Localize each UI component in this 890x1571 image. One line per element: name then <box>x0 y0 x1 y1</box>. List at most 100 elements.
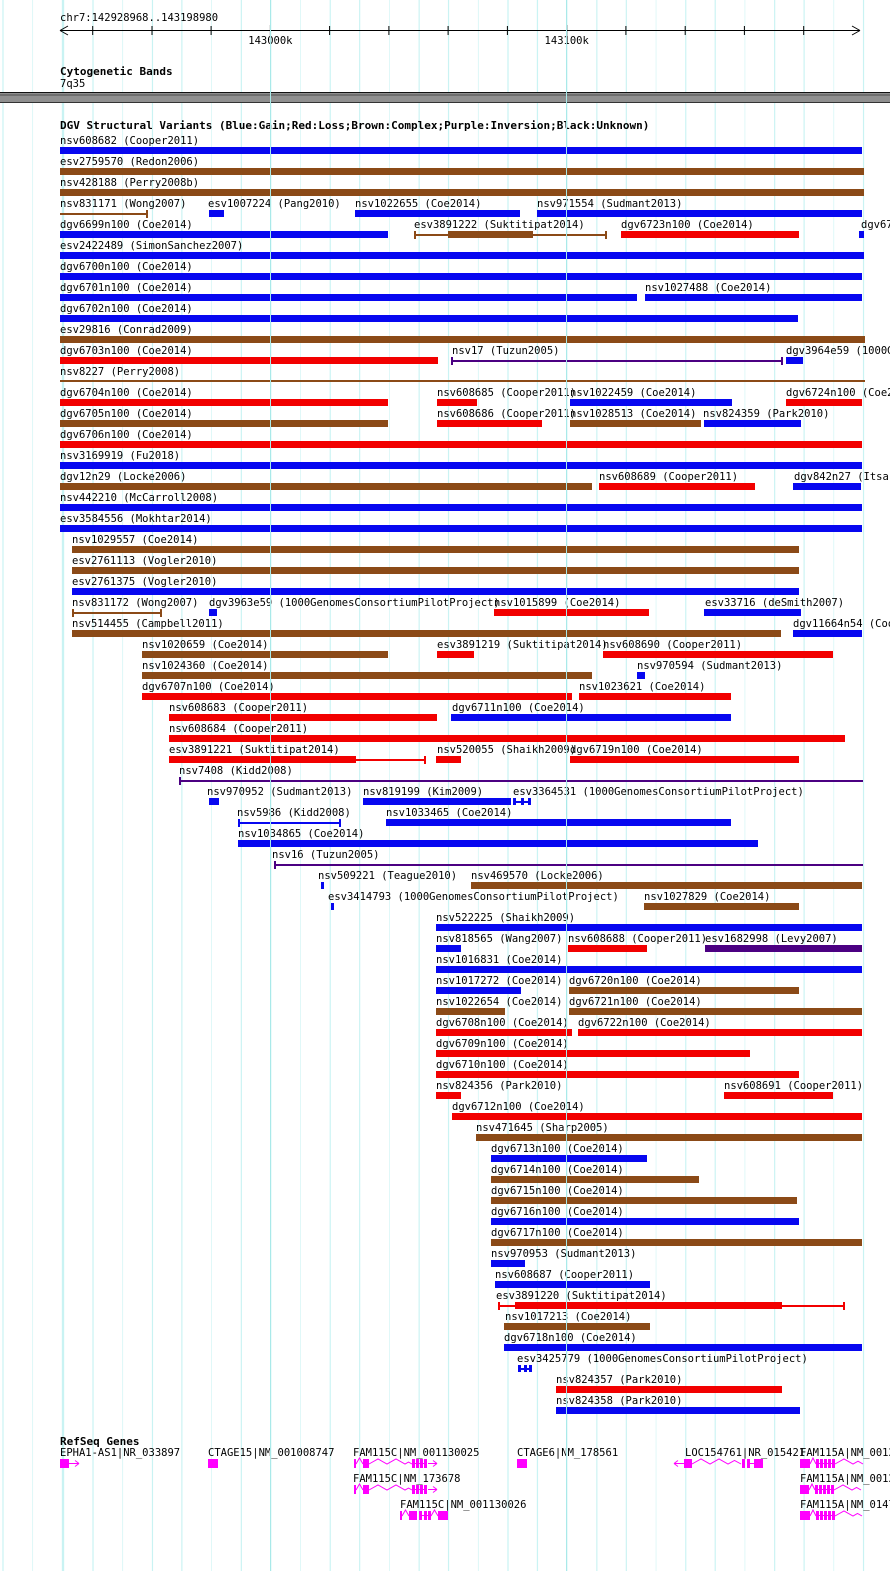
variant-bar[interactable] <box>436 945 461 953</box>
gene-glyph[interactable] <box>400 1509 448 1520</box>
variant-bar[interactable] <box>355 210 520 218</box>
variant-bar[interactable] <box>498 1302 845 1310</box>
variant-bar[interactable] <box>209 609 217 617</box>
gene-glyph[interactable] <box>208 1459 218 1468</box>
variant-bar[interactable] <box>599 483 755 491</box>
variant-bar[interactable] <box>644 903 799 911</box>
variant-bar[interactable] <box>569 1008 862 1016</box>
variant-bar[interactable] <box>570 399 732 407</box>
variant-bar[interactable] <box>491 1218 799 1226</box>
variant-bar[interactable] <box>209 798 219 806</box>
variant-bar[interactable] <box>60 252 864 260</box>
variant-bar[interactable] <box>386 819 731 827</box>
variant-bar[interactable] <box>72 546 799 554</box>
variant-bar[interactable] <box>179 777 863 785</box>
variant-bar[interactable] <box>60 315 798 323</box>
variant-bar[interactable] <box>331 903 334 911</box>
variant-bar[interactable] <box>645 294 862 302</box>
variant-bar[interactable] <box>72 567 799 575</box>
variant-bar[interactable] <box>60 294 637 302</box>
variant-bar[interactable] <box>569 987 799 995</box>
variant-bar[interactable] <box>363 798 511 806</box>
variant-bar[interactable] <box>60 357 438 365</box>
cytoband-bar[interactable] <box>0 92 890 103</box>
gene-glyph[interactable] <box>800 1456 864 1468</box>
variant-bar[interactable] <box>436 1092 461 1100</box>
variant-bar[interactable] <box>60 210 148 218</box>
variant-bar[interactable] <box>60 399 388 407</box>
variant-bar[interactable] <box>209 210 224 218</box>
variant-bar[interactable] <box>491 1197 797 1205</box>
variant-bar[interactable] <box>437 420 542 428</box>
variant-bar[interactable] <box>579 693 731 701</box>
variant-bar[interactable] <box>436 924 862 932</box>
variant-bar[interactable] <box>437 399 477 407</box>
variant-bar[interactable] <box>437 651 474 659</box>
variant-bar[interactable] <box>436 1008 505 1016</box>
variant-bar[interactable] <box>491 1176 699 1184</box>
variant-bar[interactable] <box>570 420 701 428</box>
variant-bar[interactable] <box>452 1113 862 1121</box>
variant-bar[interactable] <box>60 525 862 533</box>
variant-bar[interactable] <box>321 882 324 890</box>
gene-glyph[interactable] <box>800 1508 863 1520</box>
gene-glyph[interactable] <box>800 1482 862 1494</box>
variant-bar[interactable] <box>414 231 607 239</box>
variant-bar[interactable] <box>793 483 861 491</box>
variant-bar[interactable] <box>513 798 531 806</box>
variant-bar[interactable] <box>494 609 649 617</box>
variant-bar[interactable] <box>60 420 388 428</box>
variant-bar[interactable] <box>704 609 801 617</box>
variant-bar[interactable] <box>169 735 845 743</box>
variant-bar[interactable] <box>60 504 862 512</box>
variant-bar[interactable] <box>570 756 799 764</box>
variant-bar[interactable] <box>491 1239 862 1247</box>
variant-bar[interactable] <box>436 966 862 974</box>
variant-bar[interactable] <box>495 1281 650 1289</box>
variant-bar[interactable] <box>169 756 426 764</box>
variant-bar[interactable] <box>72 588 799 596</box>
variant-bar[interactable] <box>60 483 592 491</box>
variant-bar[interactable] <box>238 819 341 827</box>
variant-bar[interactable] <box>637 672 645 680</box>
variant-bar[interactable] <box>476 1134 862 1142</box>
variant-bar[interactable] <box>578 1029 862 1037</box>
variant-bar[interactable] <box>238 840 758 848</box>
gene-glyph[interactable] <box>354 1483 438 1494</box>
variant-bar[interactable] <box>518 1365 532 1373</box>
variant-bar[interactable] <box>72 609 162 617</box>
gene-glyph[interactable] <box>354 1457 438 1468</box>
variant-bar[interactable] <box>603 651 833 659</box>
variant-bar[interactable] <box>60 231 388 239</box>
variant-bar[interactable] <box>60 441 862 449</box>
gene-glyph[interactable] <box>60 1459 80 1468</box>
variant-bar[interactable] <box>705 945 862 953</box>
variant-bar[interactable] <box>142 693 572 701</box>
gene-glyph[interactable] <box>517 1459 527 1468</box>
variant-bar[interactable] <box>60 336 865 344</box>
variant-bar[interactable] <box>556 1386 782 1394</box>
variant-bar[interactable] <box>60 378 865 386</box>
variant-bar[interactable] <box>451 357 783 365</box>
variant-bar[interactable] <box>451 714 731 722</box>
variant-bar[interactable] <box>786 399 862 407</box>
variant-bar[interactable] <box>169 714 437 722</box>
variant-bar[interactable] <box>60 168 864 176</box>
variant-bar[interactable] <box>436 987 521 995</box>
variant-bar[interactable] <box>436 1050 750 1058</box>
variant-bar[interactable] <box>60 147 862 155</box>
variant-bar[interactable] <box>504 1344 862 1352</box>
gene-glyph[interactable] <box>673 1458 763 1468</box>
variant-bar[interactable] <box>72 630 781 638</box>
variant-bar[interactable] <box>568 945 647 953</box>
variant-bar[interactable] <box>556 1407 800 1415</box>
variant-bar[interactable] <box>436 1071 799 1079</box>
variant-bar[interactable] <box>537 210 862 218</box>
variant-bar[interactable] <box>859 231 864 239</box>
variant-bar[interactable] <box>142 672 592 680</box>
variant-bar[interactable] <box>436 1029 572 1037</box>
variant-bar[interactable] <box>793 630 862 638</box>
variant-bar[interactable] <box>142 651 388 659</box>
variant-bar[interactable] <box>60 462 862 470</box>
variant-bar[interactable] <box>504 1323 650 1331</box>
